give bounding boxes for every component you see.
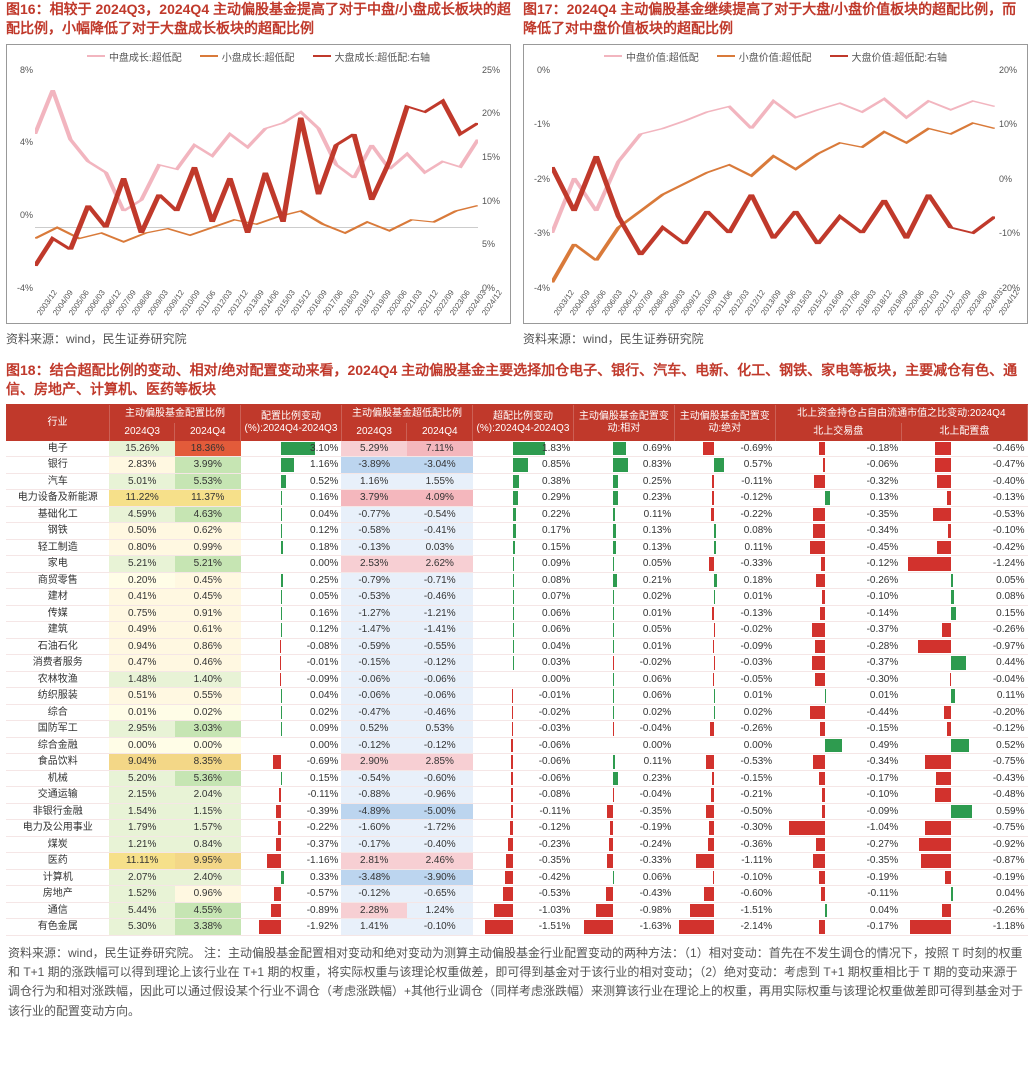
table-row: 煤炭1.21%0.84%-0.37%-0.17%-0.40%-0.23%-0.2… bbox=[6, 836, 1028, 853]
figure-17-title: 图17：2024Q4 主动偏股基金继续提高了对于大盘/小盘价值板块的超配比例，而… bbox=[523, 0, 1028, 38]
figure-16: 图16：相较于 2024Q3，2024Q4 主动偏股基金提高了对于中盘/小盘成长… bbox=[6, 0, 511, 347]
allocation-table: 行业主动偏股基金配置比例配置比例变动(%):2024Q4-2024Q3主动偏股基… bbox=[6, 405, 1028, 936]
figure-18-title: 图18：结合超配比例的变动、相对/绝对配置变动来看，2024Q4 主动偏股基金主… bbox=[6, 361, 1028, 400]
table-row: 电力设备及新能源11.22%11.37%0.16%3.79%4.09%0.29%… bbox=[6, 490, 1028, 507]
table-row: 通信5.44%4.55%-0.89%2.28%1.24%-1.03%-0.98%… bbox=[6, 902, 1028, 919]
figure-16-legend: 中盘成长:超低配 小盘成长:超低配 大盘成长:超低配:右轴 bbox=[7, 45, 510, 68]
table-row: 电子15.26%18.36%3.10%5.29%7.11%1.83%0.69%-… bbox=[6, 441, 1028, 457]
figure-17-source: 资料来源：wind，民生证券研究院 bbox=[523, 330, 1028, 347]
table-row: 银行2.83%3.99%1.16%-3.89%-3.04%0.85%0.83%0… bbox=[6, 457, 1028, 474]
table-row: 建筑0.49%0.61%0.12%-1.47%-1.41%0.06%0.05%-… bbox=[6, 622, 1028, 639]
figure-17: 图17：2024Q4 主动偏股基金继续提高了对于大盘/小盘价值板块的超配比例，而… bbox=[523, 0, 1028, 347]
table-row: 家电5.21%5.21%0.00%2.53%2.62%0.09%0.05%-0.… bbox=[6, 556, 1028, 573]
table-row: 医药11.11%9.95%-1.16%2.81%2.46%-0.35%-0.33… bbox=[6, 853, 1028, 870]
figure-17-legend: 中盘价值:超低配 小盘价值:超低配 大盘价值:超低配:右轴 bbox=[524, 45, 1027, 68]
table-row: 农林牧渔1.48%1.40%-0.09%-0.06%-0.06%0.00%0.0… bbox=[6, 671, 1028, 688]
table-row: 电力及公用事业1.79%1.57%-0.22%-1.60%-1.72%-0.12… bbox=[6, 820, 1028, 837]
table-row: 综合金融0.00%0.00%0.00%-0.12%-0.12%-0.06%0.0… bbox=[6, 737, 1028, 754]
table-row: 有色金属5.30%3.38%-1.92%1.41%-0.10%-1.51%-1.… bbox=[6, 919, 1028, 936]
table-row: 消费者服务0.47%0.46%-0.01%-0.15%-0.12%0.03%-0… bbox=[6, 655, 1028, 672]
table-row: 石油石化0.94%0.86%-0.08%-0.59%-0.55%0.04%0.0… bbox=[6, 638, 1028, 655]
table-row: 商贸零售0.20%0.45%0.25%-0.79%-0.71%0.08%0.21… bbox=[6, 572, 1028, 589]
figure-18-footnote: 资料来源：wind，民生证券研究院。 注：主动偏股基金配置相对变动和绝对变动为测… bbox=[6, 944, 1028, 1021]
table-row: 汽车5.01%5.53%0.52%1.16%1.55%0.38%0.25%-0.… bbox=[6, 473, 1028, 490]
figure-18: 图18：结合超配比例的变动、相对/绝对配置变动来看，2024Q4 主动偏股基金主… bbox=[0, 361, 1034, 1021]
table-row: 非银行金融1.54%1.15%-0.39%-4.89%-5.00%-0.11%-… bbox=[6, 803, 1028, 820]
table-row: 综合0.01%0.02%0.02%-0.47%-0.46%-0.02%0.02%… bbox=[6, 704, 1028, 721]
table-row: 钢铁0.50%0.62%0.12%-0.58%-0.41%0.17%0.13%0… bbox=[6, 523, 1028, 540]
table-row: 食品饮料9.04%8.35%-0.69%2.90%2.85%-0.06%0.11… bbox=[6, 754, 1028, 771]
table-row: 轻工制造0.80%0.99%0.18%-0.13%0.03%0.15%0.13%… bbox=[6, 539, 1028, 556]
table-row: 传媒0.75%0.91%0.16%-1.27%-1.21%0.06%0.01%-… bbox=[6, 605, 1028, 622]
table-row: 国防军工2.95%3.03%0.09%0.52%0.53%-0.03%-0.04… bbox=[6, 721, 1028, 738]
table-row: 房地产1.52%0.96%-0.57%-0.12%-0.65%-0.53%-0.… bbox=[6, 886, 1028, 903]
table-row: 计算机2.07%2.40%0.33%-3.48%-3.90%-0.42%0.06… bbox=[6, 869, 1028, 886]
table-row: 建材0.41%0.45%0.05%-0.53%-0.46%0.07%0.02%0… bbox=[6, 589, 1028, 606]
table-row: 纺织服装0.51%0.55%0.04%-0.06%-0.06%-0.01%0.0… bbox=[6, 688, 1028, 705]
figure-16-title: 图16：相较于 2024Q3，2024Q4 主动偏股基金提高了对于中盘/小盘成长… bbox=[6, 0, 511, 38]
table-row: 基础化工4.59%4.63%0.04%-0.77%-0.54%0.22%0.11… bbox=[6, 506, 1028, 523]
table-row: 机械5.20%5.36%0.15%-0.54%-0.60%-0.06%0.23%… bbox=[6, 770, 1028, 787]
figure-16-source: 资料来源：wind，民生证券研究院 bbox=[6, 330, 511, 347]
figure-16-chart: 中盘成长:超低配 小盘成长:超低配 大盘成长:超低配:右轴 8%4%0%-4% … bbox=[6, 44, 511, 324]
table-row: 交通运输2.15%2.04%-0.11%-0.88%-0.96%-0.08%-0… bbox=[6, 787, 1028, 804]
figure-17-chart: 中盘价值:超低配 小盘价值:超低配 大盘价值:超低配:右轴 0%-1%-2%-3… bbox=[523, 44, 1028, 324]
